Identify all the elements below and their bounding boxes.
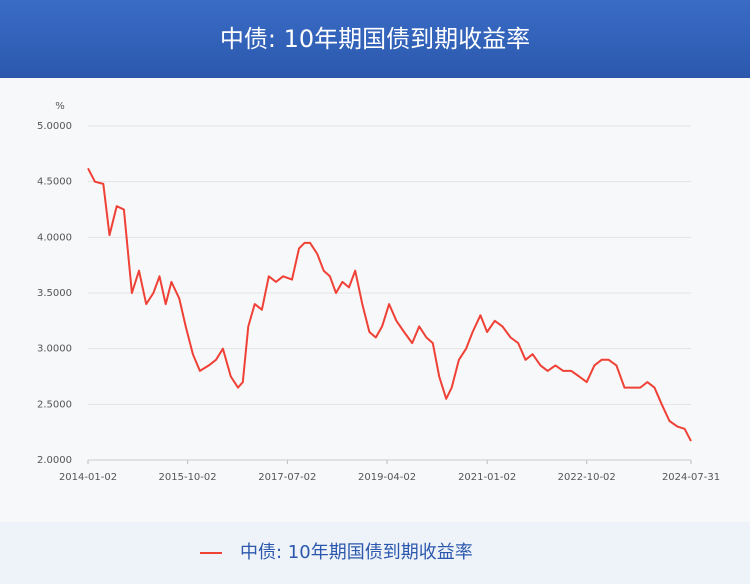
y-tick-label: 4.5000 xyxy=(37,177,72,188)
header xyxy=(0,0,750,78)
x-tick-label: 2015-10-02 xyxy=(159,472,217,483)
line-series xyxy=(87,167,692,442)
x-tick-label: 2022-10-02 xyxy=(558,472,616,483)
x-tick-label: 2014-01-02 xyxy=(59,472,117,483)
legend-label: 中债: 10年期国债到期收益率 xyxy=(240,542,473,563)
x-tick-label: 2017-07-02 xyxy=(258,472,316,483)
x-tick-label: 2019-04-02 xyxy=(358,472,416,483)
y-tick-label: 3.5000 xyxy=(37,288,72,299)
y-tick-label: 2.5000 xyxy=(37,399,72,410)
y-tick-label: 4.0000 xyxy=(37,232,72,243)
y-tick-label: 3.0000 xyxy=(37,344,72,355)
x-tick-label: 2024-07-31 xyxy=(662,472,720,483)
y-tick-label: 2.0000 xyxy=(37,455,72,466)
x-tick-label: 2021-01-02 xyxy=(458,472,516,483)
y-tick-label: 5.0000 xyxy=(37,121,72,132)
chart-title: 中债: 10年期国债到期收益率 xyxy=(220,25,530,53)
legend-band xyxy=(0,522,750,584)
y-unit: % xyxy=(55,101,65,112)
